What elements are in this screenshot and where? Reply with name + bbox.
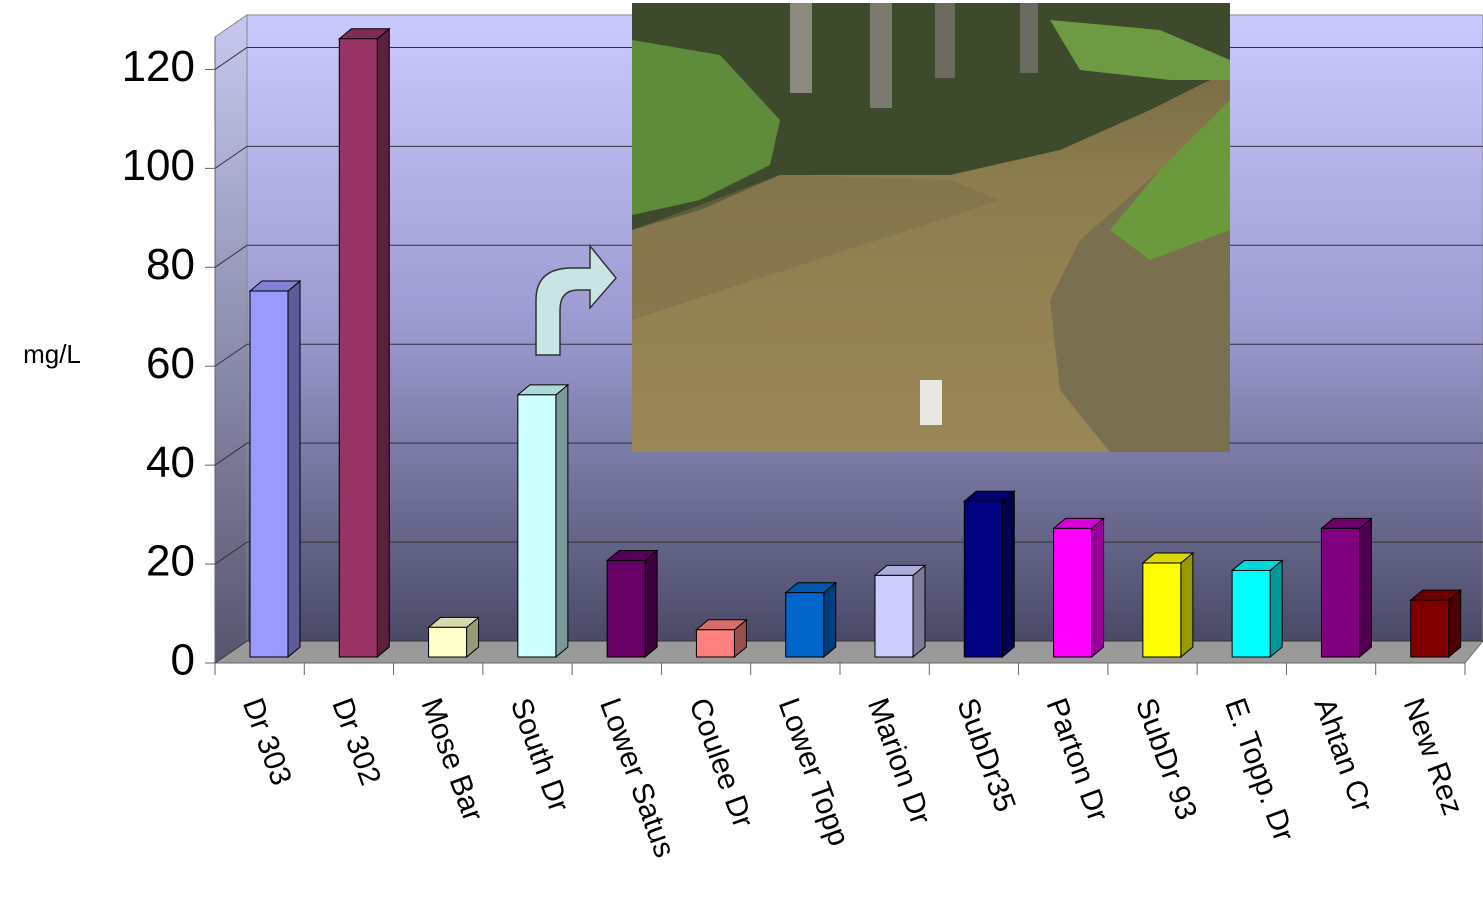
bar-group	[695, 618, 748, 659]
inset-photo	[632, 3, 1230, 452]
bar-side	[1091, 517, 1105, 659]
bar	[249, 290, 289, 658]
bar	[1231, 569, 1271, 658]
bar-group	[427, 616, 480, 659]
bar	[695, 629, 735, 658]
x-tick-label: New Rez	[1397, 694, 1470, 820]
x-tick-label: Ahtan Cr	[1307, 694, 1379, 817]
bar-side	[287, 279, 301, 659]
bar-group	[1141, 551, 1195, 659]
x-tick-label: Dr 303	[236, 694, 298, 790]
bar-group	[1052, 517, 1105, 659]
bar	[785, 592, 825, 658]
callout-arrow	[535, 243, 617, 356]
bar	[1053, 527, 1093, 658]
bar-side	[555, 383, 569, 659]
bar-group	[1320, 517, 1373, 659]
side-wall	[214, 14, 248, 664]
bar-side	[644, 549, 658, 659]
y-tick-label: 40	[146, 438, 195, 487]
y-axis-label: mg/L	[23, 339, 81, 369]
y-tick-label: 100	[122, 141, 195, 190]
bar	[1142, 562, 1182, 658]
x-tick-label: SubDr 93	[1129, 694, 1203, 824]
bar	[963, 500, 1003, 658]
bar-group	[962, 490, 1016, 659]
x-tick-label: E. Topp. Dr	[1218, 694, 1300, 846]
x-tick-label: South Dr	[504, 694, 576, 817]
bar-side	[1269, 559, 1283, 659]
y-tick-label: 120	[122, 42, 195, 91]
x-tick-label: Marion Dr	[861, 694, 937, 829]
bar-group	[337, 27, 391, 659]
bar-group	[1409, 589, 1463, 659]
x-tick-label: Lower Topp	[772, 694, 856, 851]
bar-side	[1001, 490, 1015, 659]
bar-group	[784, 581, 838, 659]
x-tick-label: Coulee Dr	[682, 694, 759, 832]
bar	[1410, 599, 1450, 658]
bar-group	[873, 564, 927, 659]
bar-side	[1358, 517, 1372, 659]
bar	[428, 626, 468, 658]
floor	[213, 640, 1483, 664]
grid-line	[214, 640, 1483, 664]
grid-line	[214, 541, 1483, 565]
bar	[874, 574, 914, 658]
bar-side	[823, 581, 837, 659]
bar	[517, 394, 557, 658]
bar-group	[605, 549, 659, 659]
y-tick-label: 20	[146, 537, 195, 586]
bar	[1320, 527, 1360, 658]
bar-side	[912, 564, 926, 659]
bar-side	[376, 27, 390, 659]
x-tick-label: Dr 302	[325, 694, 387, 790]
y-tick-label: 60	[146, 339, 195, 388]
x-tick-label: Parton Dr	[1040, 694, 1115, 826]
x-tick-label: Lower Satus	[593, 694, 681, 862]
bar	[606, 560, 646, 658]
bar-side	[1448, 589, 1462, 659]
bar-group	[1230, 559, 1284, 659]
bar-group	[248, 279, 302, 659]
x-tick-label: Mose Bar	[415, 694, 490, 826]
y-tick-label: 0	[171, 636, 195, 685]
bar-side	[1180, 551, 1194, 659]
bar-group	[516, 383, 570, 659]
bar	[338, 38, 378, 658]
y-tick-label: 80	[146, 240, 195, 289]
x-tick-label: SubDr35	[950, 694, 1022, 817]
